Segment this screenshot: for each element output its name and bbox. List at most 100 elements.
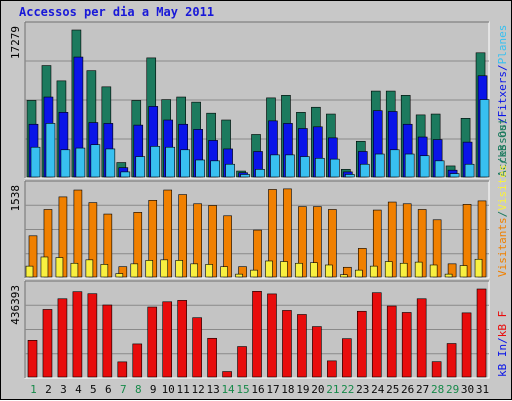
x-tick-label-day-20: 20 — [311, 383, 324, 396]
bar-visits-visites-day-4 — [70, 262, 79, 278]
legend-part-0: Accessos — [496, 124, 509, 177]
x-tick-label-day-21: 21 — [326, 383, 339, 396]
x-tick-label-day-1: 1 — [30, 383, 37, 396]
y-max-label: 17279 — [9, 26, 22, 59]
bar-hits-planes-day-8 — [135, 156, 146, 178]
legend-kb: kB In/kB F — [496, 311, 509, 377]
bar-kb-kb-f-day-11 — [177, 300, 187, 378]
bar-kb-kb-f-day-31 — [476, 288, 487, 378]
bar-kb-kb-f-day-6 — [102, 304, 113, 378]
bar-hits-planes-day-12 — [195, 159, 205, 178]
bar-visits-visites-day-24 — [369, 265, 378, 278]
bar-visits-visites-day-27 — [414, 261, 423, 278]
x-tick-label-day-4: 4 — [75, 383, 82, 396]
x-tick-label-day-12: 12 — [192, 383, 205, 396]
bar-hits-planes-day-31 — [479, 99, 490, 178]
bar-kb-kb-f-day-23 — [356, 310, 367, 378]
bar-visits-visites-day-5 — [85, 259, 94, 278]
x-tick-label-day-8: 8 — [135, 383, 142, 396]
y-max-label: 1538 — [9, 185, 22, 212]
bar-visits-visites-day-15 — [235, 273, 243, 278]
legend-part-4: kB Out — [496, 118, 509, 158]
bar-hits-planes-day-5 — [90, 144, 101, 178]
bar-hits-planes-day-1 — [30, 146, 41, 178]
bar-hits-planes-day-26 — [404, 153, 415, 178]
bar-visits-visites-day-26 — [399, 262, 408, 278]
bar-visits-visites-day-31 — [474, 258, 483, 278]
legend-part-3: / — [496, 64, 509, 71]
bar-visits-visites-day-16 — [250, 269, 258, 278]
bar-hits-planes-day-29 — [449, 173, 460, 178]
x-tick-label-day-30: 30 — [461, 383, 474, 396]
bar-kb-kb-f-day-25 — [386, 305, 397, 378]
legend-hits: Accessos/Fitxers/Planes — [496, 25, 509, 177]
bar-hits-planes-day-2 — [45, 123, 56, 178]
x-tick-label-day-19: 19 — [296, 383, 309, 396]
bar-kb-kb-f-day-12 — [192, 317, 202, 378]
bar-kb-kb-f-day-24 — [371, 292, 382, 378]
bar-visits-visites-day-3 — [55, 257, 64, 278]
bar-visits-visites-day-21 — [325, 264, 333, 278]
legend-part-1: / — [496, 211, 509, 218]
bar-visits-visites-day-20 — [310, 262, 318, 278]
bar-visits-visites-day-17 — [265, 260, 273, 278]
bar-visits-visites-day-8 — [130, 263, 139, 278]
bar-kb-kb-f-day-8 — [132, 343, 143, 378]
x-tick-label-day-16: 16 — [251, 383, 264, 396]
bar-kb-kb-f-day-3 — [57, 298, 68, 378]
bar-kb-kb-f-day-1 — [27, 339, 38, 378]
x-tick-label-day-6: 6 — [105, 383, 112, 396]
bar-hits-planes-day-15 — [240, 174, 250, 178]
y-max-label: 436393 — [9, 285, 22, 325]
x-tick-label-day-7: 7 — [120, 383, 127, 396]
legend-part-1: / — [496, 337, 509, 344]
x-tick-label-day-9: 9 — [150, 383, 157, 396]
legend-part-1: / — [496, 117, 509, 124]
legend-part-2: Fitxers — [496, 71, 509, 117]
x-tick-label-day-23: 23 — [356, 383, 369, 396]
bar-hits-planes-day-17 — [270, 154, 280, 178]
x-tick-label-day-25: 25 — [386, 383, 399, 396]
x-tick-label-day-28: 28 — [431, 383, 444, 396]
bar-visits-visites-day-23 — [354, 269, 363, 278]
x-tick-label-day-22: 22 — [341, 383, 354, 396]
bar-hits-planes-day-30 — [464, 163, 475, 178]
x-tick-label-day-27: 27 — [416, 383, 429, 396]
x-tick-label-day-24: 24 — [371, 383, 385, 396]
bar-kb-kb-f-day-27 — [416, 298, 427, 378]
legend-part-2: Visites — [496, 164, 509, 210]
bar-visits-visites-day-22 — [340, 274, 348, 278]
bar-kb-kb-f-day-22 — [342, 338, 352, 378]
bar-hits-planes-day-13 — [210, 160, 220, 178]
x-tick-label-day-31: 31 — [476, 383, 489, 396]
bar-kb-kb-f-day-19 — [297, 314, 307, 378]
bar-visits-visites-day-9 — [145, 260, 154, 278]
legend-part-2: kB F — [496, 311, 509, 338]
x-tick-label-day-29: 29 — [446, 383, 459, 396]
bar-hits-planes-day-28 — [434, 160, 445, 178]
bar-kb-kb-f-day-10 — [162, 301, 173, 378]
bar-visits-visites-day-18 — [280, 261, 288, 278]
bar-kb-kb-f-day-14 — [222, 371, 232, 378]
bar-kb-kb-f-day-26 — [401, 312, 412, 378]
bar-kb-kb-f-day-18 — [282, 310, 292, 378]
chart-title: Accessos per dia a May 2011 — [19, 5, 215, 19]
bar-kb-kb-f-day-15 — [237, 346, 247, 378]
bar-hits-planes-day-22 — [345, 174, 355, 178]
bar-visits-visites-day-2 — [40, 256, 49, 278]
bar-hits-planes-day-6 — [105, 148, 116, 178]
bar-hits-planes-day-23 — [359, 163, 370, 178]
x-tick-label-day-5: 5 — [90, 383, 97, 396]
x-tick-label-day-3: 3 — [60, 383, 67, 396]
x-tick-label-day-10: 10 — [162, 383, 175, 396]
x-tick-label-day-11: 11 — [177, 383, 190, 396]
bar-visits-visites-day-11 — [175, 260, 183, 278]
bar-visits-visites-day-13 — [205, 264, 213, 278]
bar-hits-planes-day-10 — [165, 146, 176, 178]
legend-part-3: / — [496, 158, 509, 165]
bar-hits-planes-day-11 — [180, 149, 190, 178]
x-tick-label-day-18: 18 — [281, 383, 294, 396]
bar-hits-planes-day-25 — [389, 149, 400, 178]
bar-kb-kb-f-day-28 — [431, 361, 442, 378]
